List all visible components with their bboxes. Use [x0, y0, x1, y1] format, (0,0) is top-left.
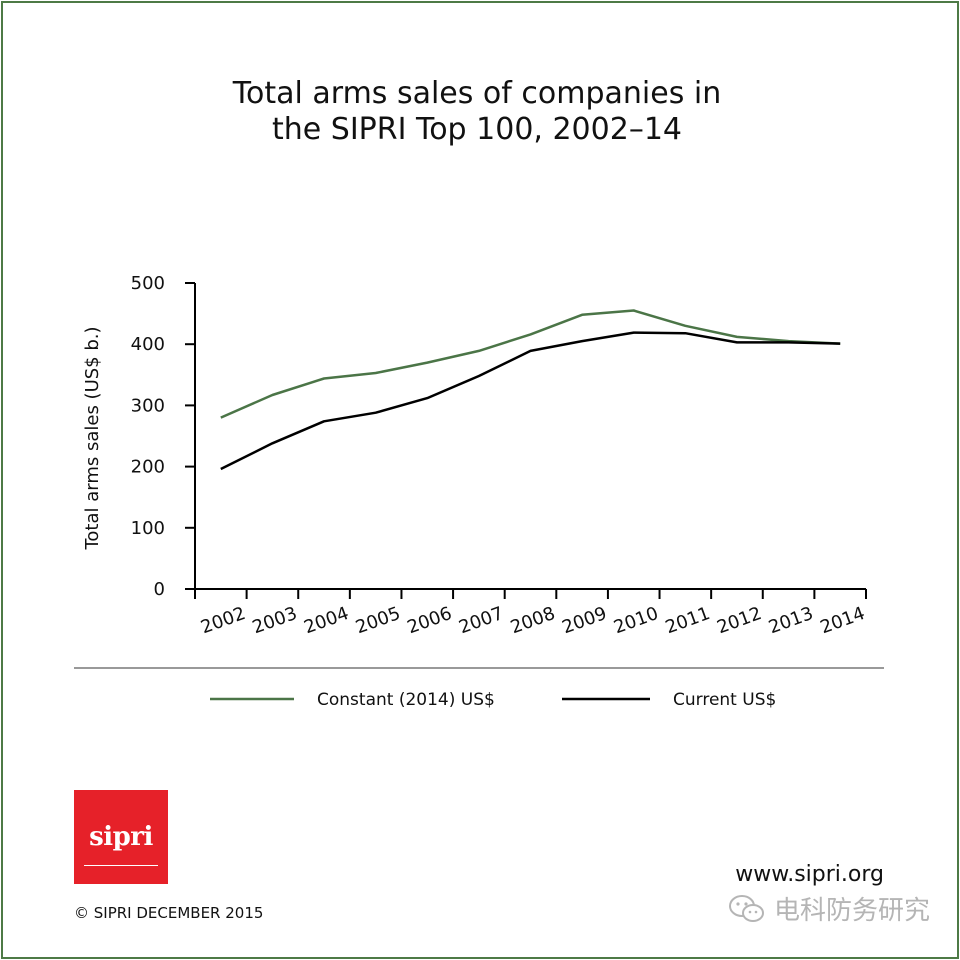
y-tick-label: 500 — [131, 273, 165, 294]
y-tick-label: 100 — [131, 518, 165, 539]
x-tick-label: 2014 — [817, 603, 867, 638]
logo-text: sipri — [89, 822, 153, 852]
x-tick-label: 2011 — [663, 603, 713, 638]
x-tick-label: 2010 — [611, 603, 661, 638]
x-tick-label: 2007 — [456, 603, 506, 638]
x-tick-label: 2008 — [508, 603, 558, 638]
x-tick-label: 2013 — [766, 603, 816, 638]
watermark: 电科防务研究 — [728, 890, 930, 927]
y-tick-label: 400 — [131, 334, 165, 355]
wechat-icon — [728, 894, 764, 922]
x-tick-label: 2009 — [559, 603, 609, 638]
x-tick-label: 2003 — [250, 603, 300, 638]
x-tick-label: 2012 — [714, 603, 764, 638]
x-tick-label: 2004 — [301, 603, 351, 638]
x-tick-label: 2006 — [405, 603, 455, 638]
chart-title: Total arms sales of companies in the SIP… — [232, 76, 721, 147]
y-tick-label: 200 — [131, 457, 165, 478]
legend-constant-label: Constant (2014) US$ — [317, 690, 495, 710]
chart-title-line-2: the SIPRI Top 100, 2002–14 — [272, 112, 682, 147]
chart-title-line-1: Total arms sales of companies in — [232, 76, 721, 111]
x-tick-label: 2002 — [198, 603, 248, 638]
copyright-text: © SIPRI DECEMBER 2015 — [74, 904, 264, 922]
y-axis-label: Total arms sales (US$ b.) — [82, 326, 103, 550]
logo-underline — [84, 865, 158, 866]
y-tick-label: 300 — [131, 395, 165, 416]
legend-current-label: Current US$ — [673, 690, 776, 710]
watermark-text: 电科防务研究 — [773, 896, 930, 926]
series-constant-line — [220, 309, 841, 419]
legend: Constant (2014) US$ Current US$ — [210, 690, 776, 710]
series-current-line — [220, 331, 841, 471]
sipri-logo: sipri — [74, 790, 168, 884]
series-lines — [220, 309, 841, 471]
website-link[interactable]: www.sipri.org — [735, 862, 884, 887]
x-tick-label: 2005 — [353, 603, 403, 638]
y-tick-label: 0 — [154, 579, 165, 600]
axes: 0 100 200 300 400 500 2002 2003 2004 2005 2006 2007… — [131, 273, 868, 638]
